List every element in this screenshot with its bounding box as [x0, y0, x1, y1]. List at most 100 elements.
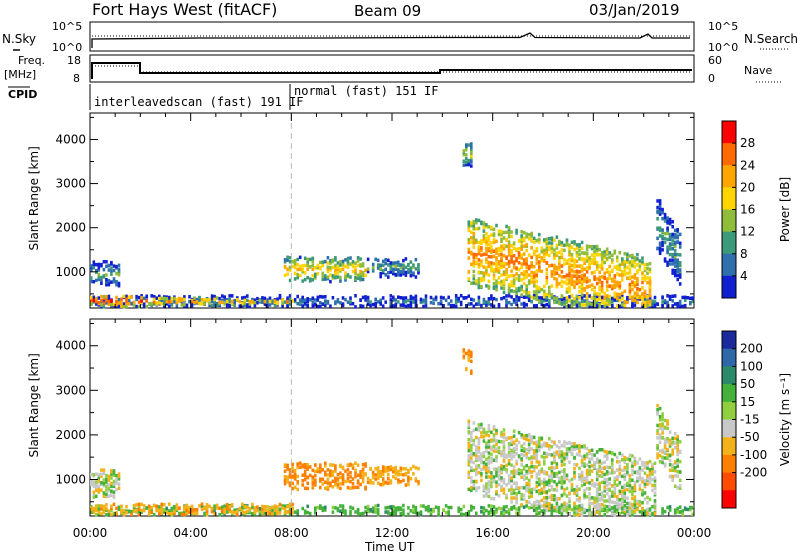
power-cell	[595, 298, 599, 302]
velocity-cell	[621, 458, 624, 462]
power-cell	[568, 304, 571, 308]
velocity-cell	[185, 503, 189, 508]
power-cell	[590, 283, 594, 287]
power-cell	[276, 300, 279, 304]
velocity-cell	[628, 453, 632, 458]
velocity-cell	[600, 466, 604, 470]
velocity-cell	[470, 371, 473, 375]
velocity-cell	[238, 506, 242, 511]
velocity-cell	[666, 421, 669, 425]
power-cell	[643, 266, 647, 271]
power-cell	[538, 296, 541, 300]
power-cell	[399, 273, 403, 277]
velocity-cell	[314, 506, 317, 510]
power-cell	[112, 277, 116, 281]
power-cell	[238, 299, 242, 304]
power-cell	[429, 300, 433, 305]
nsky-label: N.Sky	[2, 32, 36, 46]
velocity-cell	[651, 466, 654, 471]
velocity-cell	[515, 461, 518, 466]
velocity-cell	[273, 508, 277, 513]
power-cell	[470, 250, 473, 255]
power-cell	[319, 304, 322, 309]
velocity-cell	[334, 483, 337, 487]
power-cell	[548, 241, 551, 245]
power-cell	[600, 288, 604, 292]
power-cell	[115, 302, 118, 307]
power-cell	[470, 223, 473, 228]
velocity-cell	[158, 505, 161, 509]
power-cell	[532, 296, 536, 300]
power-cell	[525, 242, 528, 247]
power-cell	[208, 297, 211, 302]
power-cell	[477, 262, 481, 267]
power-cell	[477, 301, 481, 306]
velocity-cell	[653, 461, 657, 465]
velocity-cell	[261, 507, 264, 512]
velocity-cell	[160, 508, 164, 512]
power-cell	[132, 303, 136, 307]
velocity-cell	[110, 489, 113, 493]
power-cell	[517, 253, 521, 257]
velocity-cell	[306, 504, 309, 509]
velocity-cell	[482, 484, 486, 489]
power-cell	[548, 264, 551, 268]
velocity-cell	[550, 475, 554, 480]
velocity-cell	[540, 467, 544, 471]
velocity-cell	[500, 464, 503, 468]
power-cell	[90, 298, 93, 303]
power-cell	[658, 226, 662, 230]
velocity-cell	[623, 457, 627, 462]
power-cell	[527, 281, 531, 286]
power-cell	[590, 261, 594, 265]
power-cell	[676, 267, 679, 271]
power-cell	[487, 273, 491, 277]
power-cell	[311, 278, 315, 282]
velocity-cell	[580, 455, 584, 459]
velocity-cell	[472, 428, 476, 433]
power-cell	[658, 234, 662, 238]
velocity-cell	[324, 470, 327, 475]
power-cell	[590, 304, 594, 308]
power-cell	[120, 302, 123, 307]
velocity-cell	[477, 458, 481, 462]
velocity-cell	[243, 510, 247, 515]
velocity-cell	[384, 469, 387, 473]
power-cell	[339, 259, 342, 264]
power-cell	[580, 299, 584, 303]
velocity-cell	[583, 454, 586, 458]
velocity-cell	[668, 444, 672, 448]
velocity-cell	[565, 502, 569, 506]
velocity-cell	[465, 367, 468, 372]
power-cell	[520, 277, 523, 282]
power-cell	[480, 259, 483, 263]
power-cell	[105, 264, 108, 269]
velocity-cell	[311, 468, 315, 473]
power-cell	[555, 271, 559, 275]
power-cell	[485, 260, 488, 264]
power-cell	[291, 264, 294, 269]
x-tick-label: 08:00	[274, 526, 309, 540]
velocity-cell	[329, 473, 332, 477]
power-y-tick-label: 1000	[55, 265, 86, 279]
power-cell	[321, 260, 325, 264]
velocity-cell	[527, 490, 531, 495]
power-cell	[532, 274, 536, 278]
velocity-cell	[482, 508, 486, 512]
power-cell	[424, 303, 428, 308]
velocity-cell	[663, 440, 667, 445]
power-cell	[492, 227, 496, 232]
power-cell	[593, 252, 596, 256]
velocity-cell	[331, 505, 335, 510]
velocity-cell	[626, 481, 629, 486]
velocity-cell	[648, 472, 652, 476]
velocity-cell	[371, 475, 375, 480]
velocity-cell	[356, 479, 360, 483]
power-cell	[500, 265, 503, 270]
velocity-cell	[638, 503, 642, 507]
velocity-colorbar-swatch	[722, 331, 736, 350]
power-cell	[535, 254, 539, 259]
velocity-cell	[543, 477, 546, 482]
power-cell	[160, 299, 164, 303]
velocity-cell	[638, 483, 642, 488]
